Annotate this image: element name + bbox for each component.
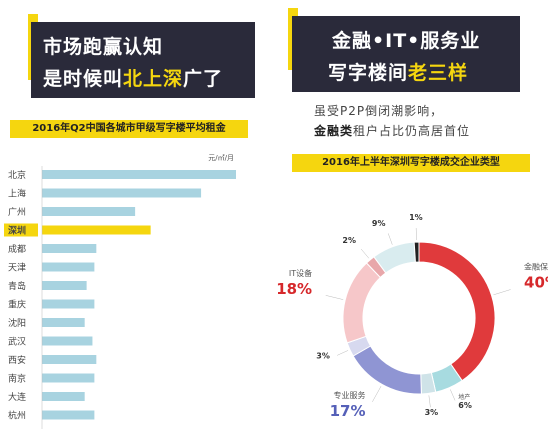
bar-label: 武汉 [8, 336, 26, 348]
bar-label: 南京 [8, 373, 26, 385]
bar [42, 410, 95, 420]
bar-label: 成都 [8, 243, 26, 255]
headline-banner: 市场跑赢认知 是时候叫北上深广了 [31, 22, 255, 98]
slice-leader [428, 395, 431, 408]
bar-label: 重庆 [8, 299, 26, 311]
bar [42, 392, 85, 401]
slice-value: 9% [372, 219, 386, 228]
bar [42, 262, 95, 272]
donut-chart-title: 2016年上半年深圳写字楼成交企业类型 [292, 154, 530, 172]
bar [42, 336, 93, 346]
note-line2: 金融类租户占比仍高居首位 [314, 124, 471, 138]
bar [42, 318, 85, 327]
bar-label: 沈阳 [8, 317, 26, 329]
donut-chart: 金融保险 40% 地产6% 3% 专业服务 17% 3% IT设备 18% 2% 9% 1% [276, 213, 548, 420]
slice-leader [325, 295, 344, 300]
bar-label: 深圳 [8, 225, 26, 237]
slice-value: 3% [425, 408, 439, 417]
donut-slice [413, 241, 420, 263]
slice-value: 1% [409, 213, 423, 222]
slice-value: 40% [524, 273, 548, 291]
donut-slice [418, 241, 496, 382]
bar [42, 244, 97, 253]
headline-line1: 市场跑赢认知 [43, 36, 164, 58]
headline-right-line1: 金融•IT•服务业 [332, 30, 481, 52]
bar-chart-title: 2016年Q2中国各城市甲级写字楼平均租金 [10, 120, 248, 138]
slice-leader [337, 350, 349, 356]
note-line1: 虽受P2P倒闭潮影响， [314, 104, 444, 118]
bar [42, 355, 97, 364]
slice-leader [372, 386, 382, 403]
bar-label: 北京 [8, 169, 26, 181]
donut-slice [342, 262, 382, 344]
bar-label: 上海 [8, 188, 26, 200]
slice-value: 17% [330, 402, 366, 420]
bar [42, 373, 95, 383]
bar [42, 188, 202, 198]
donut-slice [352, 345, 422, 395]
headline-right-line2: 写字楼间老三样 [328, 62, 469, 84]
right-panel: 金融•IT•服务业 写字楼间老三样 虽受P2P倒闭潮影响， 金融类租户占比仍高居… [274, 0, 548, 442]
slice-label: IT设备 [289, 268, 312, 278]
headline-line2: 是时候叫北上深广了 [43, 68, 224, 90]
slice-label: 金融保险 [524, 261, 548, 271]
left-panel: 市场跑赢认知 是时候叫北上深广了 2016年Q2中国各城市甲级写字楼平均租金 元… [0, 0, 258, 442]
bar [42, 225, 151, 235]
highlight-label-bg [4, 223, 38, 237]
slice-leader [387, 233, 393, 245]
slice-leader [360, 248, 370, 259]
bar [42, 170, 236, 179]
bar-label: 青岛 [8, 280, 26, 292]
bar [42, 207, 136, 216]
bar-label: 广州 [8, 206, 26, 218]
slice-label: 地产 [458, 393, 470, 401]
bar-chart-unit: 元/㎡/月 [208, 154, 234, 162]
slice-value: 18% [276, 280, 312, 298]
bar-label: 杭州 [8, 410, 26, 422]
bar [42, 299, 95, 309]
slice-value: 3% [316, 352, 330, 361]
slice-value: 2% [342, 236, 356, 245]
slice-value: 6% [458, 401, 472, 410]
bar-label: 西安 [8, 354, 26, 366]
headline-banner-right: 金融•IT•服务业 写字楼间老三样 [292, 16, 520, 92]
bar-label: 天津 [8, 263, 26, 274]
slice-leader [493, 289, 511, 296]
slice-label: 专业服务 [334, 390, 366, 400]
slice-leader [450, 389, 456, 401]
bar [42, 281, 87, 290]
bar-label: 大连 [8, 391, 26, 403]
